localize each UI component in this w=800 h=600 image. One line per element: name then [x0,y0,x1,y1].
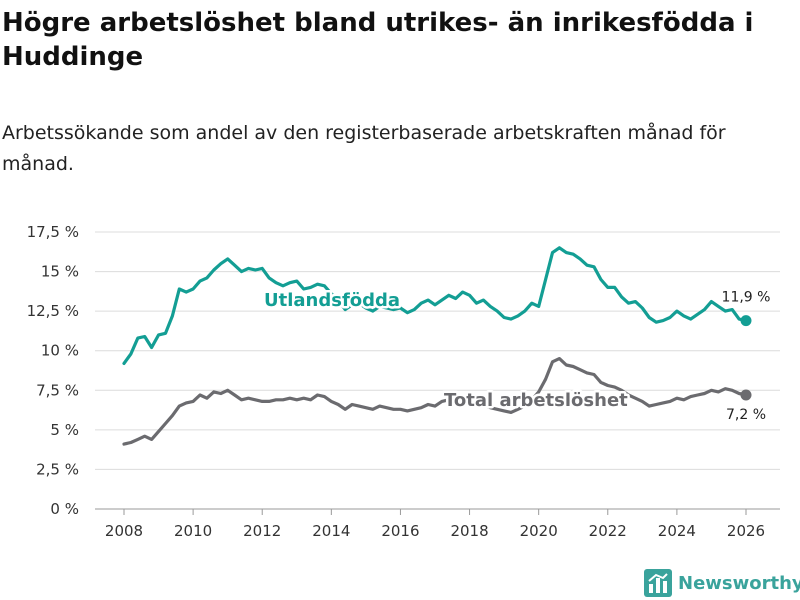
brand-logo: Newsworthy [644,568,800,598]
series-label-utlandsf-dda: Utlandsfödda [264,290,400,311]
x-tick-label: 2024 [658,522,696,540]
series-label-total-arbetsl-shet: Total arbetslöshet [444,390,628,411]
x-tick-label: 2012 [243,522,281,540]
series-line-utlandsf-dda [122,246,748,365]
series-line-total-arbetsl-shet [122,357,748,446]
newsworthy-logo-icon [644,569,672,597]
end-point-total-arbetsl-shet [740,389,752,401]
series-lines [122,246,752,446]
y-tick-label: 10 % [41,342,79,360]
y-tick-label: 7,5 % [36,381,79,399]
x-tick-label: 2018 [450,522,488,540]
x-tick-label: 2008 [105,522,143,540]
y-axis-labels: 0 % 2,5 % 5 % 7,5 % 10 % 12,5 % 15 % 17,5 % [27,223,79,518]
chart-title: Högre arbetslöshet bland utrikes- än inr… [2,8,754,72]
y-tick-label: 15 % [41,263,79,281]
x-axis: 2008 2010 2012 2014 2016 2018 2020 2022 2024 2026 [105,509,765,540]
y-tick-label: 2,5 % [36,460,79,478]
x-tick-label: 2026 [727,522,765,540]
chart-subtitle: Arbetssökande som andel av den registerb… [2,122,726,175]
x-tick-label: 2010 [174,522,212,540]
series-annotations: Utlandsfödda 11,9 % Total arbetslöshet 7,2 … [262,288,773,426]
y-tick-label: 12,5 % [27,302,79,320]
end-value-label-utlandsf-dda: 11,9 % [722,290,771,306]
brand-name: Newsworthy [678,572,800,594]
x-tick-label: 2014 [312,522,350,540]
end-value-label-total-arbetsl-shet: 7,2 % [726,407,766,423]
x-tick-label: 2022 [589,522,627,540]
grid-lines [95,231,780,510]
y-tick-label: 5 % [50,421,79,439]
end-point-utlandsf-dda [740,315,752,327]
y-tick-label: 17,5 % [27,223,79,241]
x-tick-label: 2016 [381,522,419,540]
x-tick-label: 2020 [520,522,558,540]
y-tick-label: 0 % [50,500,79,518]
